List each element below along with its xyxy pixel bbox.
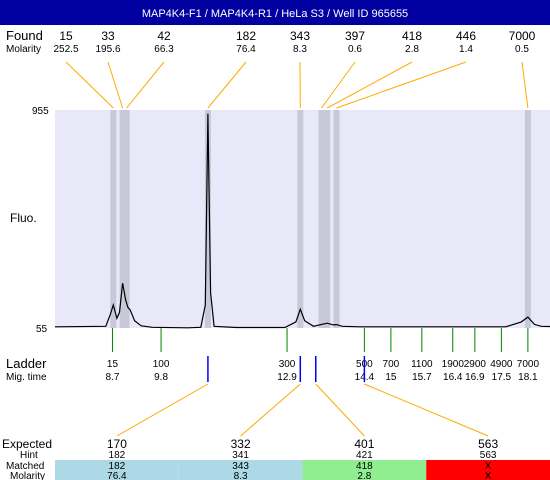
found-size-label: 343 bbox=[290, 29, 310, 43]
found-peak-band bbox=[123, 110, 130, 328]
ladder-size-label: 1100 bbox=[411, 359, 433, 370]
found-peak-band bbox=[119, 110, 126, 328]
found-peak-band bbox=[324, 110, 331, 328]
found-molarity-value: 0.5 bbox=[515, 44, 529, 55]
found-molarity-value: 0.6 bbox=[348, 44, 362, 55]
ladder-size-label: 4900 bbox=[490, 359, 513, 370]
found-peak-band bbox=[524, 110, 531, 328]
found-peak-band bbox=[333, 110, 340, 328]
found-peak-band bbox=[110, 110, 117, 328]
expected-leader-line bbox=[116, 383, 209, 437]
fluorescence-trace bbox=[54, 113, 550, 329]
matched-value: 182 bbox=[109, 461, 126, 472]
match-status-cell bbox=[55, 460, 179, 480]
matched-value: 418 bbox=[356, 461, 373, 472]
found-molarity-value: 66.3 bbox=[154, 44, 174, 55]
ladder-time-value: 15.7 bbox=[412, 372, 432, 383]
matched-molarity-value: 8.3 bbox=[234, 471, 248, 480]
found-molarity-value: 76.4 bbox=[236, 44, 256, 55]
expected-size-value: 332 bbox=[231, 437, 251, 451]
ladder-time-value: 15 bbox=[385, 372, 397, 383]
header-bar bbox=[0, 0, 550, 25]
matched-molarity-value: 76.4 bbox=[107, 471, 127, 480]
expected-molarity-label: Molarity bbox=[10, 471, 45, 480]
expected-leader-line bbox=[364, 383, 489, 437]
found-molarity-value: 2.8 bbox=[405, 44, 419, 55]
hint-label: Hint bbox=[20, 450, 38, 461]
found-molarity-value: 195.6 bbox=[95, 44, 120, 55]
found-leader-line bbox=[107, 61, 124, 109]
found-leader-line bbox=[126, 61, 165, 109]
match-status-cell bbox=[302, 460, 427, 480]
found-leader-line bbox=[321, 61, 356, 109]
found-peak-band bbox=[297, 110, 304, 328]
expected-size-value: 401 bbox=[354, 437, 374, 451]
found-label: Found bbox=[6, 28, 43, 43]
found-size-label: 182 bbox=[236, 29, 256, 43]
hint-value: 421 bbox=[356, 450, 373, 461]
found-size-label: 15 bbox=[59, 29, 73, 43]
found-molarity-value: 1.4 bbox=[459, 44, 473, 55]
ladder-time-value: 9.8 bbox=[154, 372, 168, 383]
found-leader-line bbox=[336, 61, 467, 109]
ladder-size-label: 300 bbox=[279, 359, 296, 370]
found-leader-line bbox=[521, 61, 529, 109]
ladder-size-label: 1900 bbox=[442, 359, 465, 370]
found-leader-line bbox=[65, 61, 114, 109]
hint-value: 563 bbox=[480, 450, 497, 461]
matched-molarity-value: 2.8 bbox=[357, 471, 371, 480]
hint-value: 182 bbox=[109, 450, 126, 461]
found-peak-band bbox=[204, 110, 211, 328]
expected-size-value: 563 bbox=[478, 437, 498, 451]
chart-title: MAP4K4-F1 / MAP4K4-R1 / HeLa S3 / Well I… bbox=[142, 8, 408, 20]
found-molarity-label: Molarity bbox=[6, 44, 41, 55]
found-size-label: 397 bbox=[345, 29, 365, 43]
match-status-cell bbox=[426, 460, 550, 480]
ladder-size-label: 7000 bbox=[517, 359, 540, 370]
expected-leader-line bbox=[315, 383, 365, 437]
found-size-label: 42 bbox=[157, 29, 171, 43]
expected-label: Expected bbox=[2, 437, 52, 451]
found-molarity-value: 8.3 bbox=[293, 44, 307, 55]
found-leader-line bbox=[327, 61, 413, 109]
found-size-label: 418 bbox=[402, 29, 422, 43]
found-size-label: 33 bbox=[101, 29, 115, 43]
ladder-time-value: 18.1 bbox=[518, 372, 538, 383]
expected-size-value: 170 bbox=[107, 437, 127, 451]
expected-leader-line bbox=[240, 383, 301, 437]
ladder-size-label: 15 bbox=[107, 359, 119, 370]
ladder-size-label: 2900 bbox=[464, 359, 487, 370]
ladder-size-label: 700 bbox=[383, 359, 400, 370]
found-peak-band bbox=[318, 110, 325, 328]
matched-value: X bbox=[485, 461, 492, 472]
y-min-label: 55 bbox=[36, 324, 48, 335]
found-leader-line bbox=[207, 61, 247, 109]
ladder-time-value: 16.9 bbox=[465, 372, 485, 383]
ladder-label: Ladder bbox=[6, 356, 47, 371]
matched-value: 343 bbox=[232, 461, 249, 472]
y-axis-label: Fluo. bbox=[10, 211, 37, 225]
match-status-cell bbox=[178, 460, 303, 480]
matched-molarity-value: X bbox=[485, 471, 492, 480]
hint-value: 341 bbox=[232, 450, 249, 461]
found-size-label: 7000 bbox=[509, 29, 536, 43]
found-molarity-value: 252.5 bbox=[53, 44, 78, 55]
matched-label: Matched bbox=[6, 461, 44, 472]
ladder-time-value: 12.9 bbox=[277, 372, 297, 383]
found-size-label: 446 bbox=[456, 29, 476, 43]
ladder-time-label: Mig. time bbox=[6, 372, 47, 383]
ladder-time-value: 17.5 bbox=[492, 372, 512, 383]
ladder-time-value: 8.7 bbox=[106, 372, 120, 383]
ladder-size-label: 100 bbox=[153, 359, 170, 370]
y-max-label: 955 bbox=[32, 106, 49, 117]
ladder-time-value: 16.4 bbox=[443, 372, 463, 383]
